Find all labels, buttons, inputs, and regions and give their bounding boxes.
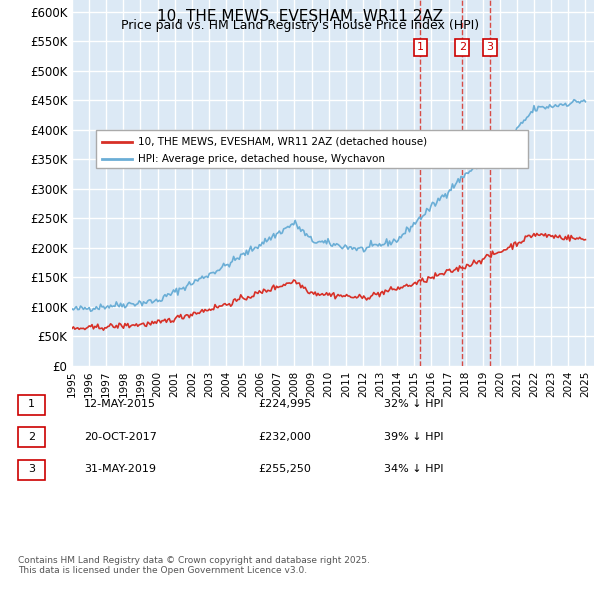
Text: Contains HM Land Registry data © Crown copyright and database right 2025.
This d: Contains HM Land Registry data © Crown c… — [18, 556, 370, 575]
Text: 32% ↓ HPI: 32% ↓ HPI — [384, 399, 443, 409]
Text: 1: 1 — [417, 42, 424, 52]
Text: HPI: Average price, detached house, Wychavon: HPI: Average price, detached house, Wych… — [138, 155, 385, 164]
Text: 31-MAY-2019: 31-MAY-2019 — [84, 464, 156, 474]
Text: £255,250: £255,250 — [258, 464, 311, 474]
Text: 34% ↓ HPI: 34% ↓ HPI — [384, 464, 443, 474]
Text: 10, THE MEWS, EVESHAM, WR11 2AZ (detached house): 10, THE MEWS, EVESHAM, WR11 2AZ (detache… — [138, 137, 427, 146]
Text: 20-OCT-2017: 20-OCT-2017 — [84, 432, 157, 441]
Text: 10, THE MEWS, EVESHAM, WR11 2AZ: 10, THE MEWS, EVESHAM, WR11 2AZ — [157, 9, 443, 24]
Text: 3: 3 — [486, 42, 493, 52]
Text: HPI: Average price, detached house, Wychavon: HPI: Average price, detached house, Wych… — [138, 155, 385, 164]
Text: 39% ↓ HPI: 39% ↓ HPI — [384, 432, 443, 441]
Text: Price paid vs. HM Land Registry's House Price Index (HPI): Price paid vs. HM Land Registry's House … — [121, 19, 479, 32]
Text: 2: 2 — [458, 42, 466, 52]
Text: £232,000: £232,000 — [258, 432, 311, 441]
Text: 2: 2 — [28, 432, 35, 441]
Text: 1: 1 — [28, 399, 35, 409]
Text: 12-MAY-2015: 12-MAY-2015 — [84, 399, 156, 409]
Text: 10, THE MEWS, EVESHAM, WR11 2AZ (detached house): 10, THE MEWS, EVESHAM, WR11 2AZ (detache… — [138, 137, 427, 146]
Text: 3: 3 — [28, 464, 35, 474]
Text: £224,995: £224,995 — [258, 399, 311, 409]
